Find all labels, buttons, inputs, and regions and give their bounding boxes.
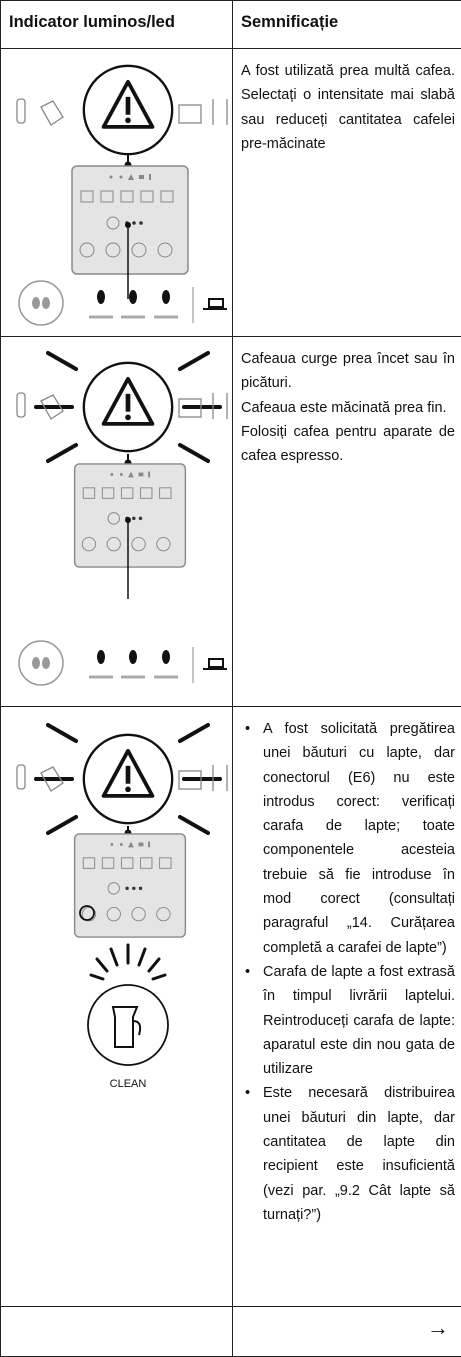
meaning-item: Este necesară distribuirea unei băuturi … [241, 1081, 455, 1227]
meaning-text: Cafeaua curge prea încet sau în picături… [241, 347, 455, 396]
illustration: CLEAN [1, 707, 232, 1305]
header-row: Indicator luminos/led Semnificație [1, 1, 461, 49]
row: Cafeaua curge prea încet sau în picături… [1, 337, 461, 707]
row: CLEAN A fost solicitată pregătirea unei … [1, 707, 461, 1307]
meaning-list: A fost solicitată pregătirea unei băutur… [241, 717, 455, 1227]
meaning-cell: A fost solicitată pregătirea unei băutur… [233, 707, 461, 1307]
row: A fost utilizată prea multă cafea. Selec… [1, 49, 461, 337]
illustration-cell: CLEAN [1, 707, 233, 1307]
illustration [1, 337, 232, 705]
meaning-item: A fost solicitată pregătirea unei băutur… [241, 717, 455, 960]
meaning-cell: Cafeaua curge prea încet sau în picături… [233, 337, 461, 707]
illustration-cell [1, 49, 233, 337]
header-cell: Semnificație [233, 1, 461, 49]
meaning-text: Cafeaua este măcinată prea fin. [241, 396, 455, 420]
meaning-text: Folosiți cafea pentru aparate de cafea e… [241, 420, 455, 469]
illustration-cell [1, 337, 233, 707]
meaning-item: Carafa de lapte a fost extrasă în timpul… [241, 960, 455, 1081]
meaning-cell: A fost utilizată prea multă cafea. Selec… [233, 49, 461, 337]
clean-label: CLEAN [110, 1078, 147, 1090]
next-arrow: → [233, 1307, 461, 1357]
empty-cell [1, 1307, 233, 1357]
footer-row: → [1, 1307, 461, 1357]
header-cell: Indicator luminos/led [1, 1, 233, 49]
meaning-text: A fost utilizată prea multă cafea. Selec… [241, 59, 455, 156]
illustration [1, 49, 232, 335]
